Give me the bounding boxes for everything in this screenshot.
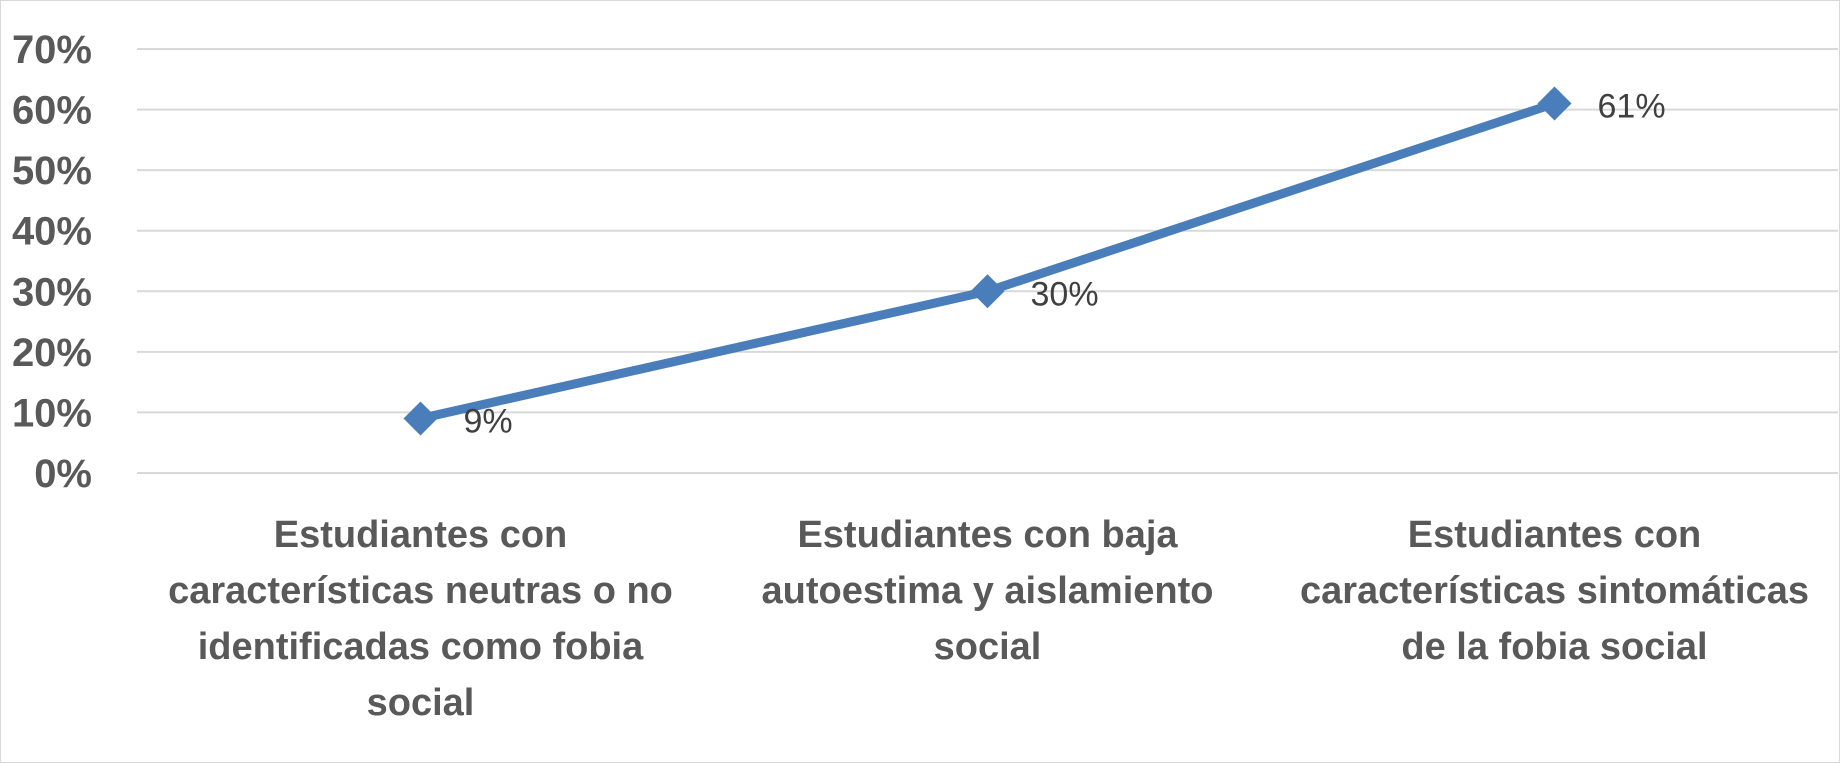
y-tick-label: 70% [12,28,92,72]
data-label: 9% [464,402,513,440]
data-point-marker [970,274,1005,309]
data-point-marker [1537,86,1572,121]
x-category-label: Estudiantes con características neutras o… [168,514,673,724]
y-tick-label: 50% [12,149,92,193]
series-line [416,99,1559,423]
y-tick-label: 10% [12,391,92,435]
data-point-marker [403,401,438,436]
y-tick-label: 20% [12,331,92,375]
y-tick-label: 60% [12,89,92,133]
y-tick-label: 40% [12,210,92,254]
data-label: 30% [1031,275,1099,313]
y-tick-label: 0% [34,452,92,496]
data-label: 61% [1598,88,1666,126]
x-category-label: Estudiantes con baja autoestima y aislami… [762,514,1214,668]
y-tick-label: 30% [12,270,92,314]
x-category-label: Estudiantes con características sintomáti… [1300,514,1809,668]
